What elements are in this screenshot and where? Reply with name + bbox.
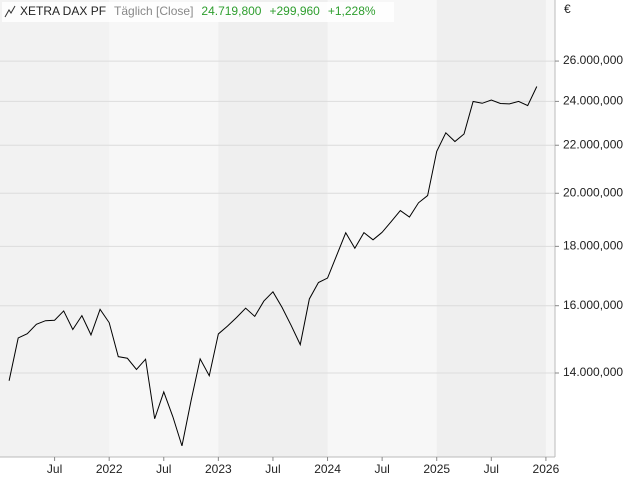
year-band	[436, 0, 546, 457]
x-tick-label: 2022	[96, 462, 123, 476]
x-tick-label: 2026	[533, 462, 560, 476]
grid	[0, 60, 555, 374]
y-tick-label: 26.000,000	[563, 53, 623, 67]
x-tick-label: Jul	[156, 462, 171, 476]
x-tick-label: 2025	[423, 462, 450, 476]
year-band	[0, 0, 110, 457]
x-tick-label: Jul	[374, 462, 389, 476]
y-tick-label: 18.000,000	[563, 239, 623, 253]
x-tick-label: Jul	[265, 462, 280, 476]
bands	[0, 0, 546, 457]
y-tick-label: 22.000,000	[563, 137, 623, 151]
year-band	[218, 0, 328, 457]
y-tick-label: 16.000,000	[563, 298, 623, 312]
price-line	[8, 86, 538, 447]
chart-title: XETRA DAX PF	[20, 4, 106, 18]
header: XETRA DAX PF Täglich [Close] 24.719,800 +29…	[20, 4, 376, 18]
x-tick-label: 2023	[205, 462, 232, 476]
y-tick-label: 20.000,000	[563, 185, 623, 199]
subtitle: Täglich [Close]	[114, 4, 193, 18]
y-tick-label: 24.000,000	[563, 94, 623, 108]
last-value: 24.719,800	[201, 4, 261, 18]
currency: €	[564, 2, 571, 16]
change-percent: +1,228%	[328, 4, 376, 18]
x-tick-label: 2024	[314, 462, 341, 476]
change: +299,960	[269, 4, 320, 18]
header-box	[2, 2, 394, 22]
x-tick-label: Jul	[484, 462, 499, 476]
y-tick-label: 14.000,000	[563, 365, 623, 379]
x-tick-label: Jul	[47, 462, 62, 476]
line-icon	[4, 5, 16, 18]
